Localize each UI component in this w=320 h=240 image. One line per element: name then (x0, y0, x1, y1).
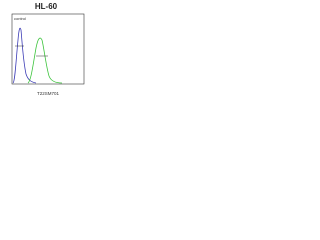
control-curve (12, 27, 37, 84)
sample-label: control (14, 16, 26, 21)
sample-curve (27, 37, 63, 84)
title: HL-60 (35, 2, 58, 11)
figure: HL-60 control T22SM701 (11, 2, 85, 96)
page: {"title": "HL-60", "label": "control", "… (0, 0, 88, 100)
footer-id: T22SM701 (37, 91, 60, 96)
